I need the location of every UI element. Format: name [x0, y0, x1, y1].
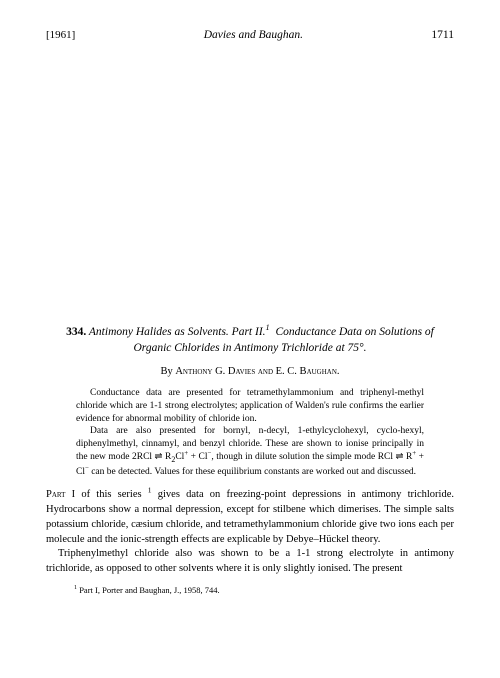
running-head-authors: Davies and Baughan. — [75, 28, 431, 44]
title-part-a: Antimony Halides as Solvents. Part II. — [89, 326, 266, 338]
running-header: [1961] Davies and Baughan. 1711 — [46, 28, 454, 44]
byline-authors: Anthony G. Davies and E. C. Baughan. — [175, 366, 339, 377]
year-bracket: [1961] — [46, 28, 75, 43]
footnote-text: Part I, Porter and Baughan, J., 1958, 74… — [77, 585, 220, 595]
body-para-2: Triphenylmethyl chloride also was shown … — [46, 547, 454, 576]
article-number: 334. — [66, 326, 86, 338]
abstract-para-2: Data are also presented for bornyl, n-de… — [76, 425, 424, 478]
byline: By Anthony G. Davies and E. C. Baughan. — [46, 365, 454, 379]
title-footnote-marker: 1 — [266, 323, 270, 332]
first-word: Part — [46, 489, 65, 500]
article-title: 334. Antimony Halides as Solvents. Part … — [46, 324, 454, 357]
abstract-para-1: Conductance data are presented for tetra… — [76, 387, 424, 425]
body-text: Part I of this series 1 gives data on fr… — [46, 488, 454, 576]
abstract: Conductance data are presented for tetra… — [76, 387, 424, 478]
byline-prefix: By — [160, 366, 175, 377]
footnote: 1 Part I, Porter and Baughan, J., 1958, … — [46, 585, 454, 596]
body-para-1: Part I of this series 1 gives data on fr… — [46, 488, 454, 547]
page-number: 1711 — [431, 28, 454, 44]
